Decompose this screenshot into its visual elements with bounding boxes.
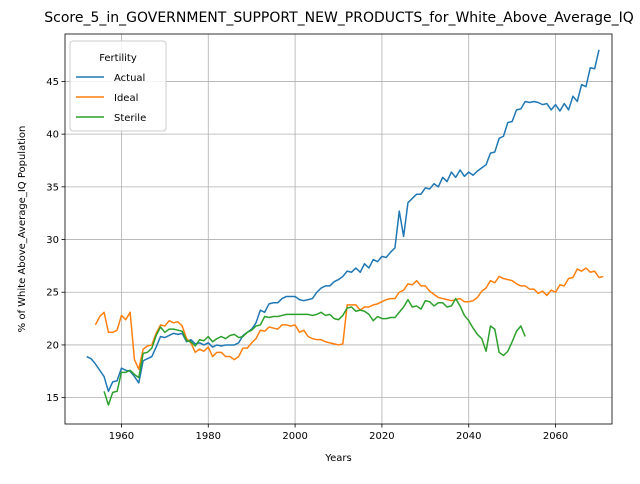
- x-tick-label: 2000: [282, 431, 307, 442]
- x-tick-label: 1980: [196, 431, 221, 442]
- x-tick-label: 1960: [109, 431, 134, 442]
- legend-title: Fertility: [99, 53, 137, 64]
- y-tick-label: 15: [46, 393, 59, 404]
- y-tick-label: 25: [46, 288, 59, 299]
- y-tick-label: 40: [46, 130, 59, 141]
- grid-lines: [65, 34, 612, 424]
- legend: Fertility Actual Ideal Sterile: [69, 40, 167, 132]
- y-axis-ticks: 15 20 25 30 35 40 45: [46, 77, 65, 404]
- x-axis-label: Years: [324, 453, 351, 464]
- plot-frame: [64, 33, 613, 425]
- x-tick-label: 2060: [543, 431, 568, 442]
- series-line-sterile: [103, 297, 526, 406]
- series-line-actual: [86, 49, 600, 393]
- chart-title: Score_5_in_GOVERNMENT_SUPPORT_NEW_PRODUC…: [44, 10, 634, 26]
- y-axis-label: % of White Above_Average_IQ Population: [17, 126, 28, 333]
- x-tick-label: 2020: [369, 431, 394, 442]
- y-tick-label: 35: [46, 182, 59, 193]
- legend-entries: Actual Ideal Sterile: [76, 73, 146, 124]
- series-line-ideal: [94, 267, 604, 370]
- legend-label-actual: Actual: [114, 73, 145, 84]
- y-tick-label: 45: [46, 77, 59, 88]
- y-tick-label: 20: [46, 340, 59, 351]
- series-lines: [86, 49, 604, 406]
- y-tick-label: 30: [46, 235, 59, 246]
- x-axis-ticks: 1960 1980 2000 2020 2040 2060: [109, 424, 568, 442]
- legend-label-sterile: Sterile: [114, 113, 146, 124]
- legend-label-ideal: Ideal: [114, 93, 138, 104]
- x-tick-label: 2040: [456, 431, 481, 442]
- legend-box: [69, 40, 167, 132]
